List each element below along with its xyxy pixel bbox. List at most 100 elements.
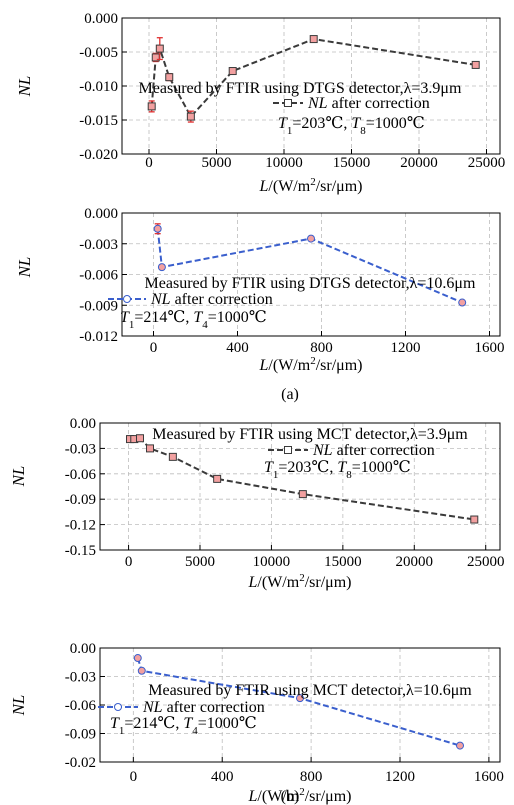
y-tick-label: -0.03 bbox=[65, 670, 96, 686]
x-tick-label: 0 bbox=[125, 554, 133, 570]
y-tick-label: -0.020 bbox=[79, 147, 118, 163]
x-tick-label: 15000 bbox=[333, 155, 371, 171]
data-point bbox=[471, 60, 480, 69]
panel-label-a: (a) bbox=[281, 386, 299, 403]
x-tick-label: 5000 bbox=[202, 155, 232, 171]
x-axis-label: L/(W/m2/sr/μm) bbox=[259, 176, 363, 195]
y-tick-label: -0.005 bbox=[79, 45, 118, 61]
y-axis-label: NL bbox=[9, 695, 28, 717]
conditions-text: T1=214℃, T4=1000℃ bbox=[110, 715, 257, 737]
y-tick-label: -0.009 bbox=[79, 298, 118, 314]
chart-panel-b-top: 0.00 -0.03 -0.06 -0.09 -0.12 -0.15 0 5000 10000 1… bbox=[9, 416, 504, 591]
panel-label-b: (b) bbox=[281, 788, 300, 805]
legend-marker bbox=[114, 703, 122, 711]
data-point bbox=[133, 654, 142, 663]
x-tick-label: 20000 bbox=[396, 554, 434, 570]
x-tick-label: 25000 bbox=[467, 554, 505, 570]
y-tick-label: -0.02 bbox=[65, 755, 96, 771]
data-point bbox=[458, 298, 467, 307]
series-line bbox=[136, 657, 461, 747]
legend-label: NL after correction bbox=[142, 699, 265, 716]
conditions-text: T1=203℃, T8=1000℃ bbox=[264, 459, 411, 481]
x-tick-label: 800 bbox=[300, 769, 323, 785]
data-point bbox=[470, 515, 479, 524]
x-tick-label: 10000 bbox=[265, 155, 303, 171]
data-point bbox=[136, 434, 144, 443]
data-point bbox=[146, 444, 154, 453]
series-line bbox=[156, 228, 463, 304]
x-tick-label: 10000 bbox=[253, 554, 291, 570]
y-tick-label: -0.09 bbox=[65, 492, 96, 508]
data-point bbox=[137, 666, 146, 675]
legend-marker bbox=[284, 446, 292, 454]
y-tick-label: -0.010 bbox=[79, 79, 118, 95]
data-point bbox=[153, 224, 162, 233]
data-point bbox=[296, 694, 304, 703]
y-tick-label: -0.015 bbox=[79, 113, 118, 129]
annotation-text: Measured by FTIR using MCT detector,λ=10… bbox=[148, 682, 472, 699]
y-tick-label: 0.00 bbox=[70, 641, 96, 657]
data-point bbox=[298, 490, 307, 499]
x-tick-label: 1200 bbox=[385, 769, 415, 785]
y-tick-label: -0.06 bbox=[65, 698, 97, 714]
x-tick-label: 25000 bbox=[468, 155, 506, 171]
legend-marker bbox=[123, 295, 131, 303]
legend-marker bbox=[284, 99, 292, 107]
y-tick-label: 0.000 bbox=[84, 11, 118, 27]
legend-label: NL after correction bbox=[150, 291, 273, 308]
annotation-text: Measured by FTIR using DTGS detector,λ=1… bbox=[145, 275, 476, 292]
data-point bbox=[157, 263, 166, 272]
data-point bbox=[228, 67, 237, 76]
y-tick-label: -0.006 bbox=[79, 268, 118, 284]
plot-frame bbox=[121, 17, 501, 155]
data-point bbox=[309, 35, 318, 44]
plot-frame bbox=[99, 422, 501, 551]
data-point bbox=[165, 73, 174, 82]
x-tick-label: 400 bbox=[226, 340, 249, 356]
plot-frame bbox=[99, 647, 501, 763]
y-axis-label: NL bbox=[9, 466, 28, 488]
conditions-text: T1=203℃, T8=1000℃ bbox=[278, 115, 425, 137]
plot-frame bbox=[121, 212, 501, 337]
legend-label: NL after correction bbox=[307, 95, 430, 112]
y-tick-label: -0.012 bbox=[79, 329, 118, 345]
x-tick-label: 1600 bbox=[475, 340, 505, 356]
data-point bbox=[186, 112, 195, 121]
x-tick-label: 1600 bbox=[474, 769, 504, 785]
data-point bbox=[147, 102, 156, 111]
chart-panel-a-top: 0.000 -0.005 -0.010 -0.015 -0.020 0 5000 10000 1… bbox=[15, 11, 505, 195]
y-tick-label: -0.03 bbox=[65, 441, 96, 457]
x-tick-label: 15000 bbox=[324, 554, 362, 570]
data-point bbox=[456, 741, 464, 750]
y-tick-label: -0.12 bbox=[65, 518, 96, 534]
annotation-text: Measured by FTIR using MCT detector,λ=3.… bbox=[152, 426, 468, 443]
y-tick-label: -0.15 bbox=[65, 543, 96, 559]
x-tick-label: 0 bbox=[145, 155, 153, 171]
conditions-text: T1=214℃, T4=1000℃ bbox=[120, 309, 267, 331]
y-tick-label: -0.06 bbox=[65, 467, 97, 483]
chart-panel-a-bottom: 0.000 -0.003 -0.006 -0.009 -0.012 0 400 800 1200… bbox=[15, 206, 505, 374]
y-axis-label: NL bbox=[15, 257, 34, 279]
x-axis-label: L/(W/m2/sr/μm) bbox=[248, 572, 352, 591]
x-tick-label: 1200 bbox=[391, 340, 421, 356]
y-tick-label: -0.09 bbox=[65, 727, 96, 743]
y-tick-label: 0.00 bbox=[70, 416, 96, 432]
x-tick-label: 800 bbox=[310, 340, 333, 356]
y-tick-label: 0.000 bbox=[84, 206, 118, 222]
data-point bbox=[307, 234, 315, 243]
data-point bbox=[213, 474, 222, 483]
x-axis-label: L/(W/m2/sr/μm) bbox=[248, 786, 352, 805]
data-point bbox=[155, 44, 164, 53]
chart-panel-b-bottom: 0.00 -0.03 -0.06 -0.09 -0.02 0 400 800 1200 1600 N… bbox=[9, 641, 504, 805]
x-axis-label: L/(W/m2/sr/μm) bbox=[259, 355, 363, 374]
y-tick-label: -0.003 bbox=[79, 237, 118, 253]
x-tick-label: 5000 bbox=[185, 554, 215, 570]
legend-label: NL after correction bbox=[312, 442, 435, 459]
y-axis-label: NL bbox=[15, 76, 34, 98]
x-tick-label: 0 bbox=[150, 340, 158, 356]
x-tick-label: 400 bbox=[211, 769, 234, 785]
annotation-text: Measured by FTIR using DTGS detector,λ=3… bbox=[139, 80, 462, 97]
x-tick-label: 0 bbox=[130, 769, 138, 785]
x-tick-label: 20000 bbox=[400, 155, 438, 171]
